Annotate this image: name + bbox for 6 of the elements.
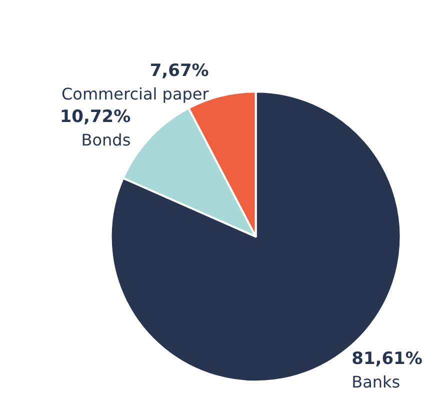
slice-label: Bonds xyxy=(81,130,131,150)
data-label: 7,67% xyxy=(150,61,209,82)
slice-label: Commercial paper xyxy=(62,84,210,104)
data-label: 81,61% xyxy=(352,348,422,369)
slice-label: Banks xyxy=(352,372,400,392)
data-label: 10,72% xyxy=(60,106,131,127)
